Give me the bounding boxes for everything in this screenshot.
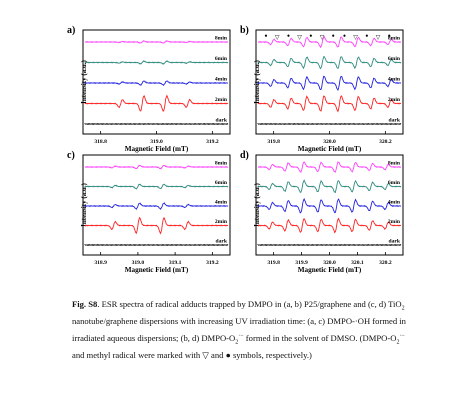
peak-marker: ▽ [353, 35, 358, 41]
trace-label: 4min [388, 200, 401, 206]
panel-frame [82, 29, 231, 135]
peak-marker: • [388, 31, 391, 41]
panel-frame [255, 154, 404, 256]
trace-label: 6min [215, 56, 228, 62]
peak-marker: ▽ [376, 35, 381, 41]
caption-sub-1: 2 [401, 305, 405, 312]
caption-text-2: nanotube/graphene dispersions with incre… [72, 316, 406, 343]
caption-sub-2: 2 [235, 339, 239, 346]
trace-label: 4min [215, 200, 228, 206]
x-axis-label: Magnetic Field (mT) [298, 266, 362, 274]
trace-dark [257, 243, 402, 246]
trace-label: 8min [388, 161, 401, 167]
caption-text-4: and methyl radical were marked with ▽ an… [72, 350, 312, 360]
caption-sup-1: ·− [238, 333, 244, 340]
y-axis-label: Intensity (a.u.) [80, 182, 88, 226]
trace-4min [257, 75, 402, 92]
trace-label: 2min [388, 97, 401, 103]
trace-label: dark [388, 239, 400, 245]
y-axis-label: Intensity (a.u.) [253, 182, 261, 226]
peak-marker: • [287, 31, 290, 41]
peak-marker: ▽ [320, 35, 325, 41]
panel-frame [255, 29, 404, 135]
panel-c: c) Intensity (a.u.) Magnetic Field (mT) 318… [67, 150, 231, 274]
peak-marker: • [365, 31, 368, 41]
x-tick-label: 319.1 [169, 260, 182, 266]
peak-marker: • [343, 31, 346, 41]
trace-label: 8min [215, 161, 228, 167]
peak-marker: • [332, 31, 335, 41]
trace-label: 4min [388, 77, 401, 83]
x-tick-label: 319.0 [132, 260, 145, 266]
trace-label: dark [215, 118, 227, 124]
x-tick-label: 319.2 [206, 139, 219, 145]
caption-sub-3: 2 [396, 339, 400, 346]
caption-text-3: formed in the solvent of DMSO. (DMPO-O [243, 333, 397, 343]
trace-label: 2min [215, 97, 228, 103]
trace-2min [257, 95, 402, 113]
trace-label: 2min [215, 219, 228, 225]
trace-label: 8min [388, 36, 401, 42]
caption-sup-2: ·− [399, 333, 405, 340]
trace-label: 4min [215, 77, 228, 83]
x-tick-label: 319.2 [206, 260, 219, 266]
caption-text-1: . ESR spectra of radical adducts trapped… [97, 299, 402, 309]
panel-d: d)Intensity (a.u.)Magnetic Field (mT)319… [240, 150, 404, 274]
panel-frame [82, 154, 231, 256]
trace-4min [84, 80, 229, 87]
trace-label: 2min [388, 219, 401, 225]
x-axis-label: Magnetic Field (mT) [125, 266, 189, 274]
trace-label: 6min [388, 56, 401, 62]
x-tick-label: 318.9 [94, 260, 107, 266]
trace-2min [257, 217, 402, 234]
x-tick-label: 320.2 [379, 260, 392, 266]
panel-letter: d) [240, 150, 249, 161]
trace-dark [84, 243, 229, 246]
x-tick-label: 318.8 [94, 139, 107, 145]
figure-s8: a) Intensity (a.u.) Magnetic Field (mT) 318… [67, 25, 404, 274]
x-tick-label: 320.1 [351, 260, 364, 266]
trace-dark [84, 122, 229, 125]
x-axis-label: Magnetic Field (mT) [298, 145, 362, 153]
y-axis-label: Intensity (a.u.) [80, 59, 88, 103]
panel-letter: b) [240, 25, 249, 36]
trace-6min [84, 60, 229, 65]
trace-label: dark [215, 239, 227, 245]
trace-8min [84, 164, 229, 170]
trace-6min [257, 179, 402, 194]
x-axis-label: Magnetic Field (mT) [125, 145, 189, 153]
peak-marker: • [309, 31, 312, 41]
trace-8min [257, 161, 402, 173]
panel-a: a) Intensity (a.u.) Magnetic Field (mT) 318… [67, 25, 231, 153]
peak-marker: ▽ [297, 35, 302, 41]
trace-4min [257, 197, 402, 214]
x-tick-label: 319.8 [267, 139, 280, 145]
peak-marker: • [264, 31, 267, 41]
trace-label: 8min [215, 36, 228, 42]
trace-8min [257, 35, 402, 49]
caption-figure-label: Fig. S8 [72, 299, 98, 309]
x-tick-label: 320.0 [323, 139, 336, 145]
trace-label: 6min [215, 180, 228, 186]
peak-marker: ▽ [275, 35, 280, 41]
x-tick-label: 319.0 [150, 139, 163, 145]
trace-label: dark [388, 118, 400, 124]
panel-b: b) Intensity (a.u.) Magnetic Field (mT) 319… [240, 25, 404, 153]
panel-letter: c) [67, 150, 75, 161]
trace-dark [257, 122, 402, 125]
trace-6min [84, 183, 229, 190]
panel-letter: a) [67, 25, 75, 36]
trace-6min [257, 56, 402, 70]
x-tick-label: 320.2 [379, 139, 392, 145]
x-tick-label: 319.8 [267, 260, 280, 266]
trace-label: 6min [388, 180, 401, 186]
x-tick-label: 320.0 [323, 260, 336, 266]
trace-2min [84, 94, 229, 112]
x-tick-label: 319.9 [295, 260, 308, 266]
trace-4min [84, 202, 229, 211]
y-axis-label: Intensity (a.u.) [253, 59, 261, 103]
trace-2min [84, 216, 229, 235]
figure-caption: Fig. S8. ESR spectra of radical adducts … [72, 296, 412, 364]
trace-8min [84, 40, 229, 44]
